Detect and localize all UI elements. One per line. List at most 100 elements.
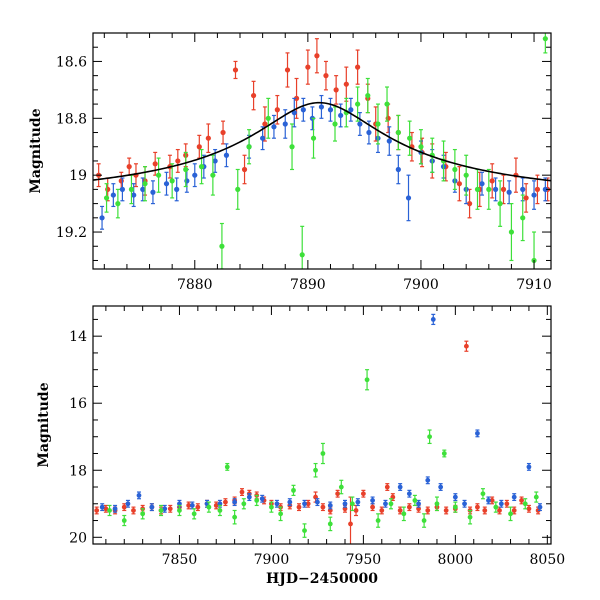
bottom-data-point <box>189 503 195 508</box>
top-data-point <box>463 172 469 178</box>
top-data-point <box>300 107 306 113</box>
top-data-point <box>126 164 132 170</box>
bottom-data-point <box>217 508 223 513</box>
bottom-y-tick-label: 16 <box>69 396 87 412</box>
top-data-point <box>196 144 202 150</box>
top-data-point <box>310 135 317 141</box>
bottom-data-point <box>526 464 532 470</box>
top-data-point <box>348 107 354 113</box>
bottom-data-point <box>315 499 320 505</box>
top-data-point <box>395 166 401 173</box>
top-data-point <box>282 121 288 127</box>
bottom-axes: 7850 7900 7950 8000 8050 14 16 18 20 <box>69 306 565 568</box>
bottom-data-point <box>302 501 307 507</box>
top-data-point <box>246 144 252 150</box>
top-data-point <box>418 144 424 150</box>
bottom-data-point <box>103 506 109 512</box>
top-data-point <box>119 186 126 192</box>
bottom-data-point <box>537 504 543 510</box>
bottom-x-tick-label: 7950 <box>346 552 382 568</box>
bottom-data-point <box>320 504 326 510</box>
bottom-data-point <box>388 501 394 507</box>
top-data-point <box>489 178 495 184</box>
bottom-data-point <box>475 430 480 436</box>
bottom-data-point <box>406 504 412 510</box>
bottom-data-point <box>412 498 418 503</box>
top-data-point <box>265 115 271 121</box>
bottom-y-tick-label: 14 <box>69 329 87 345</box>
top-data-point <box>542 36 548 42</box>
bottom-series-0 <box>94 340 541 544</box>
top-data-point <box>366 129 372 136</box>
bottom-data-point <box>338 484 344 490</box>
top-data-point <box>289 144 295 150</box>
bottom-data-point <box>452 494 458 500</box>
bottom-data-point <box>302 528 307 533</box>
top-data-point <box>333 87 339 93</box>
bottom-data-points <box>94 313 543 544</box>
bottom-data-point <box>406 491 412 497</box>
top-data-point <box>103 195 110 201</box>
bottom-data-point <box>121 504 127 510</box>
bottom-x-tick-label: 8000 <box>438 552 474 568</box>
bottom-data-point <box>158 508 164 513</box>
bottom-data-point <box>462 501 467 507</box>
bottom-data-point <box>397 508 403 513</box>
top-data-point <box>169 178 175 184</box>
bottom-y-tick-label: 18 <box>69 463 87 479</box>
top-data-point <box>131 192 137 198</box>
bottom-data-point <box>355 499 361 505</box>
top-plot-frame <box>92 32 552 270</box>
bottom-data-point <box>360 491 366 497</box>
bottom-data-point <box>533 494 539 500</box>
bottom-data-point <box>526 506 532 512</box>
top-data-point <box>497 201 503 207</box>
top-data-point <box>385 115 391 121</box>
top-data-point <box>508 229 515 235</box>
top-data-point <box>271 124 277 130</box>
top-data-point <box>456 181 462 187</box>
top-data-point <box>142 181 148 187</box>
bottom-data-point <box>107 508 112 513</box>
bottom-data-point <box>434 501 440 507</box>
bottom-data-point <box>259 496 265 502</box>
top-data-point <box>357 121 363 127</box>
bottom-data-point <box>452 504 458 510</box>
bottom-data-point <box>99 504 105 510</box>
top-data-point <box>384 101 390 107</box>
bottom-data-point <box>383 501 388 507</box>
bottom-data-point <box>511 494 517 500</box>
bottom-data-point <box>254 498 260 503</box>
bottom-data-point <box>186 503 192 508</box>
top-data-point <box>205 135 211 141</box>
top-data-point <box>192 172 198 178</box>
top-series-2 <box>103 33 548 269</box>
bottom-data-point <box>493 504 499 510</box>
bottom-data-point <box>421 518 427 523</box>
bottom-data-point <box>441 451 447 456</box>
top-data-point <box>452 166 458 173</box>
top-data-point <box>492 186 499 192</box>
bottom-series-2 <box>107 369 539 538</box>
bottom-data-point <box>486 498 491 503</box>
top-data-point <box>542 186 548 192</box>
top-data-point <box>520 186 526 192</box>
top-y-tick-label: 18.8 <box>56 111 87 127</box>
bottom-data-point <box>379 508 385 513</box>
bottom-x-tick-label: 7900 <box>254 552 290 568</box>
top-axes: 7880 7890 7900 7910 18.6 18.8 19 19.2 <box>56 33 552 293</box>
bottom-data-point <box>191 511 197 517</box>
top-data-point <box>105 186 111 192</box>
top-data-point <box>210 172 216 178</box>
top-data-point <box>110 192 116 198</box>
top-y-tick-label: 19.2 <box>56 225 87 241</box>
top-data-point <box>531 192 537 198</box>
top-data-point <box>118 178 124 184</box>
bottom-data-point <box>232 514 238 520</box>
bottom-data-point <box>239 489 245 495</box>
top-series-1 <box>99 94 548 230</box>
bottom-data-point <box>498 501 504 507</box>
bottom-data-point <box>274 501 280 507</box>
bottom-data-point <box>320 451 326 456</box>
